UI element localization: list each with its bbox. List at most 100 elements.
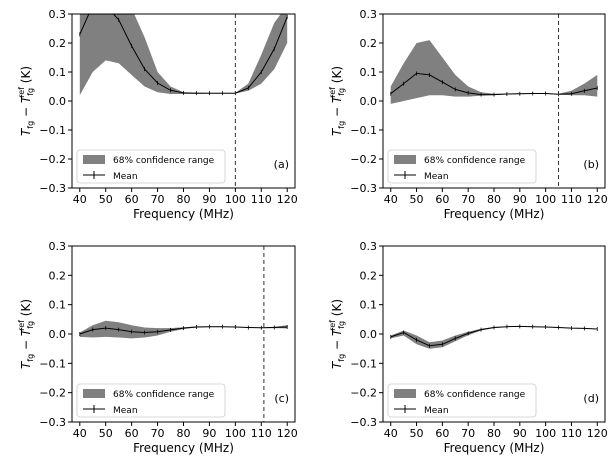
y-axis-label-part: T (330, 127, 344, 136)
x-tick-label: 40 (73, 427, 87, 440)
y-tick-label: −0.2 (39, 153, 66, 166)
y-axis-label-part: ref (17, 87, 26, 98)
y-tick-label: −0.1 (350, 357, 377, 370)
legend-box (387, 149, 537, 184)
x-tick-label: 50 (99, 427, 113, 440)
x-tick-label: 100 (535, 427, 556, 440)
legend-mean-label: Mean (113, 172, 138, 182)
y-axis-label-part: fg (26, 354, 35, 362)
x-tick-label: 60 (125, 427, 139, 440)
confidence-band (79, 320, 288, 339)
y-tick-label: −0.2 (350, 153, 377, 166)
y-tick-label: 0.2 (360, 269, 378, 282)
legend-band-label: 68% confidence range (113, 156, 215, 166)
y-axis-label-part: T (330, 360, 344, 369)
y-tick-label: 0.0 (360, 328, 378, 341)
y-axis-label-part: (K) (330, 66, 344, 87)
x-tick-label: 80 (177, 427, 191, 440)
legend-band-label: 68% confidence range (113, 390, 215, 400)
y-tick-label: 0.1 (360, 299, 378, 312)
panel-label: (c) (274, 392, 289, 405)
panel-label: (b) (583, 158, 599, 171)
y-tick-label: 0.1 (360, 66, 378, 79)
x-tick-label: 100 (535, 193, 556, 206)
y-tick-label: 0.3 (49, 240, 67, 253)
x-axis-label: Frequency (MHz) (133, 207, 234, 221)
y-axis-label: Tfg − Tfgref (K) (328, 299, 346, 369)
y-tick-label: −0.3 (350, 182, 377, 195)
y-tick-label: −0.3 (39, 416, 66, 429)
y-tick-label: 0.2 (49, 37, 67, 50)
y-axis-label: Tfg − Tfgref (K) (17, 66, 35, 136)
y-axis-label-part: ref (17, 320, 26, 331)
y-tick-label: 0.0 (49, 328, 67, 341)
y-axis-label-part: (K) (19, 299, 33, 320)
panel-label: (a) (274, 158, 289, 171)
y-tick-label: 0.2 (49, 269, 67, 282)
y-axis-label-part: − T (330, 327, 344, 354)
y-axis-label: Tfg − Tfgref (K) (328, 66, 346, 136)
x-tick-label: 70 (461, 193, 475, 206)
x-tick-label: 90 (202, 427, 216, 440)
x-tick-label: 120 (587, 427, 608, 440)
y-axis-label-part: fg (26, 121, 35, 129)
legend-mean-label: Mean (113, 406, 138, 416)
confidence-band (390, 40, 598, 104)
x-tick-label: 60 (435, 427, 449, 440)
x-tick-label: 80 (487, 427, 501, 440)
x-tick-label: 50 (99, 193, 113, 206)
mean-markers (390, 71, 598, 97)
legend-band-label: 68% confidence range (424, 156, 526, 166)
legend-band-swatch (83, 155, 105, 164)
x-tick-label: 120 (587, 193, 608, 206)
legend-box (387, 383, 537, 418)
y-tick-label: −0.1 (350, 124, 377, 137)
legend: 68% confidence range Mean (76, 149, 226, 184)
x-tick-label: 70 (151, 193, 165, 206)
x-tick-label: 110 (561, 427, 582, 440)
x-tick-label: 90 (513, 427, 527, 440)
y-axis-label: Tfg − Tfgref (K) (17, 299, 35, 369)
x-tick-label: 60 (435, 193, 449, 206)
x-tick-label: 90 (202, 193, 216, 206)
y-tick-label: −0.2 (39, 387, 66, 400)
panel-c: 40 50 60 70 80 90 100 110 120 −0.3 −0.2 −0.1 0.0 0.1 0… (17, 240, 298, 455)
legend-band-swatch (394, 389, 416, 398)
y-axis-label-part: ref (328, 320, 337, 331)
y-axis-label-part: T (19, 360, 33, 369)
x-tick-label: 50 (410, 427, 424, 440)
x-tick-label: 80 (487, 193, 501, 206)
y-tick-label: −0.3 (350, 416, 377, 429)
x-tick-label: 100 (225, 427, 246, 440)
y-axis-label-part: fg (26, 321, 35, 329)
x-axis-label: Frequency (MHz) (444, 441, 545, 455)
y-axis-label-part: − T (19, 327, 33, 354)
y-tick-label: −0.1 (39, 357, 66, 370)
panel-a: 40 50 60 70 80 90 100 110 120 −0.3 −0.2 −0.1 0.0 0.1 0… (17, 8, 298, 221)
x-tick-label: 70 (461, 427, 475, 440)
x-tick-label: 80 (177, 193, 191, 206)
y-axis-label-part: fg (337, 354, 346, 362)
x-tick-label: 70 (151, 427, 165, 440)
x-tick-label: 110 (251, 427, 272, 440)
legend-box (76, 383, 226, 418)
y-tick-label: −0.3 (39, 182, 66, 195)
x-axis-label: Frequency (MHz) (133, 441, 234, 455)
y-tick-label: 0.3 (360, 8, 378, 21)
y-tick-label: 0.1 (49, 299, 67, 312)
legend: 68% confidence range Mean (387, 149, 537, 184)
y-tick-label: −0.2 (350, 387, 377, 400)
legend-mean-label: Mean (424, 172, 449, 182)
x-tick-label: 50 (410, 193, 424, 206)
legend-band-swatch (83, 389, 105, 398)
legend: 68% confidence range Mean (76, 383, 226, 418)
y-tick-label: 0.1 (49, 66, 67, 79)
y-axis-label-part: fg (337, 88, 346, 96)
mean-markers (390, 324, 598, 348)
y-axis-label-part: (K) (19, 66, 33, 87)
confidence-band (79, 14, 288, 96)
y-axis-label-part: fg (337, 121, 346, 129)
x-tick-label: 40 (73, 193, 87, 206)
y-axis-label-part: fg (337, 321, 346, 329)
y-tick-label: 0.3 (49, 8, 67, 21)
